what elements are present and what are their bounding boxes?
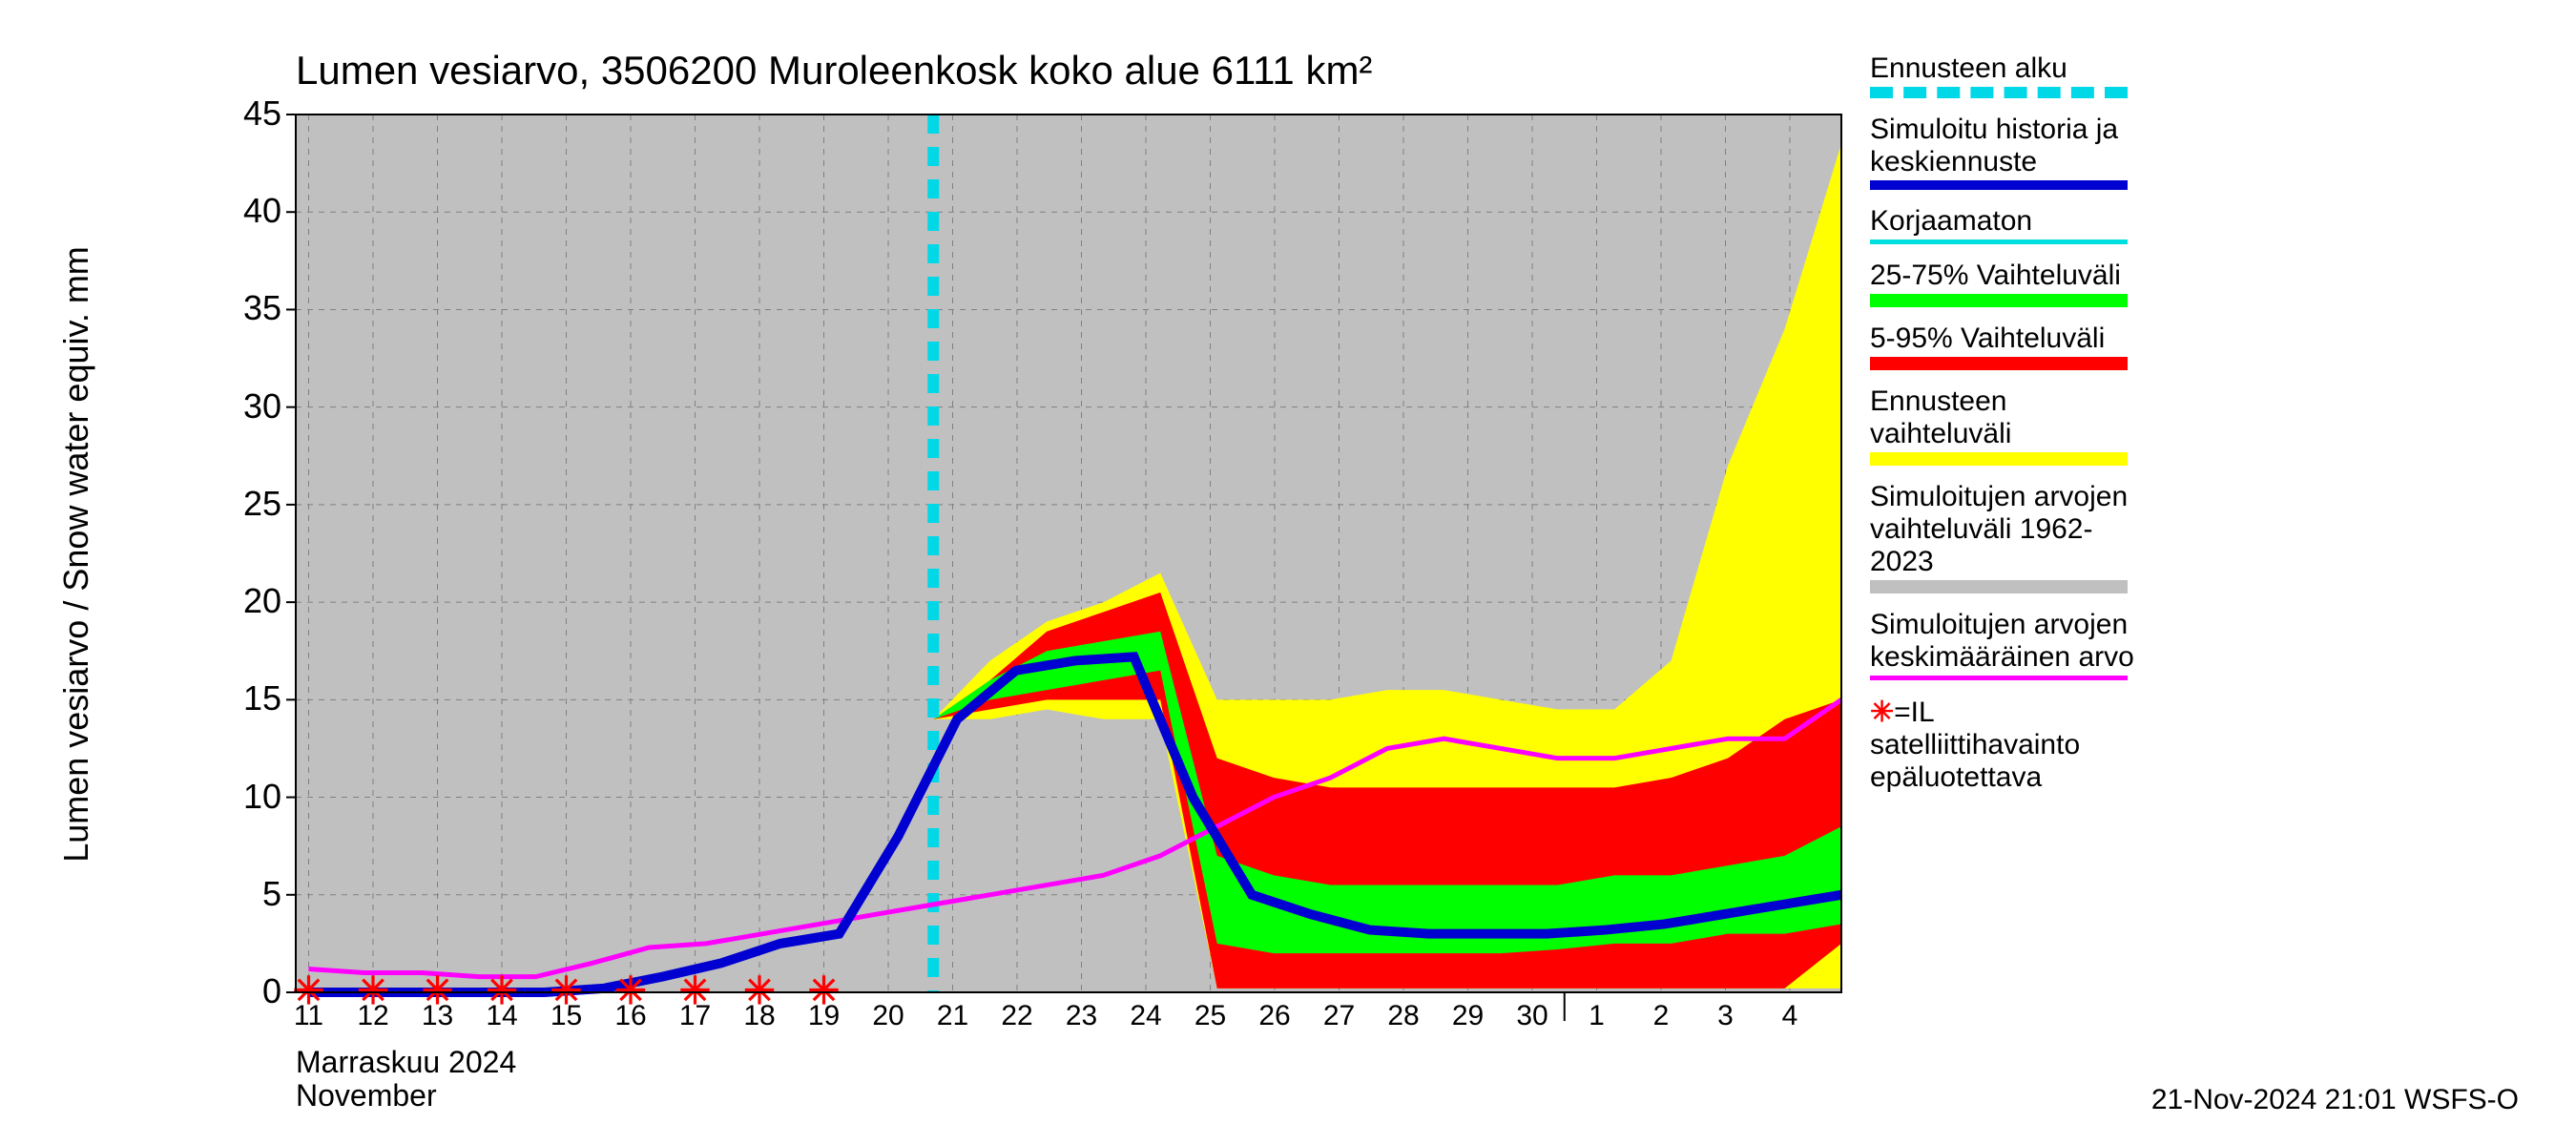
plot-area: ✳✳✳✳✳✳✳✳✳ — [0, 0, 2576, 1145]
legend-label: =IL satelliittihavainto epäluotettava — [1870, 697, 2080, 793]
y-tick-label: 10 — [243, 777, 281, 817]
x-tick-label: 21 — [929, 1000, 977, 1032]
x-tick-label: 23 — [1058, 1000, 1106, 1032]
legend-label: Korjaamaton — [1870, 205, 2137, 238]
chart-container: Lumen vesiarvo / Snow water equiv. mm Lu… — [0, 0, 2576, 1145]
x-tick-label: 4 — [1766, 1000, 1814, 1032]
legend-label: Ennusteen vaihteluväli — [1870, 385, 2137, 450]
y-tick-label: 5 — [262, 874, 281, 914]
y-tick-label: 45 — [243, 94, 281, 134]
x-tick-label: 13 — [414, 1000, 462, 1032]
x-tick-label: 19 — [800, 1000, 848, 1032]
x-tick-label: 12 — [349, 1000, 397, 1032]
x-tick-label: 29 — [1444, 1000, 1492, 1032]
y-tick-label: 30 — [243, 386, 281, 427]
y-tick-label: 20 — [243, 581, 281, 621]
month-label-fi: Marraskuu 2024 — [296, 1045, 516, 1080]
x-tick-label: 28 — [1380, 1000, 1427, 1032]
legend-label: Ennusteen alku — [1870, 52, 2137, 85]
y-tick-label: 25 — [243, 484, 281, 524]
x-tick-label: 25 — [1187, 1000, 1235, 1032]
legend-item: Simuloitujen arvojen vaihteluväli 1962-2… — [1870, 481, 2137, 593]
x-tick-label: 3 — [1702, 1000, 1750, 1032]
legend-item: Korjaamaton — [1870, 205, 2137, 244]
x-tick-label: 18 — [736, 1000, 783, 1032]
legend-item: Simuloitujen arvojen keskimääräinen arvo — [1870, 609, 2137, 680]
x-tick-label: 15 — [543, 1000, 591, 1032]
legend-marker-icon: ✳ — [1870, 697, 1894, 728]
legend-swatch — [1870, 87, 2128, 98]
legend-swatch — [1870, 676, 2128, 680]
legend-item: ✳=IL satelliittihavainto epäluotettava — [1870, 696, 2137, 794]
x-tick-label: 20 — [864, 1000, 912, 1032]
y-tick-label: 15 — [243, 678, 281, 718]
x-tick-label: 27 — [1316, 1000, 1363, 1032]
legend-swatch — [1870, 294, 2128, 307]
legend: Ennusteen alku Simuloitu historia ja kesk… — [1870, 52, 2137, 798]
x-tick-label: 2 — [1637, 1000, 1685, 1032]
y-tick-label: 0 — [262, 971, 281, 1011]
legend-label: Simuloitu historia ja keskiennuste — [1870, 114, 2137, 178]
x-tick-label: 22 — [993, 1000, 1041, 1032]
legend-swatch — [1870, 580, 2128, 593]
x-tick-label: 16 — [607, 1000, 654, 1032]
legend-item: Ennusteen vaihteluväli — [1870, 385, 2137, 466]
legend-swatch — [1870, 239, 2128, 244]
legend-swatch — [1870, 180, 2128, 190]
legend-label: Simuloitujen arvojen keskimääräinen arvo — [1870, 609, 2137, 674]
legend-swatch — [1870, 357, 2128, 370]
x-tick-label: 30 — [1508, 1000, 1556, 1032]
legend-label: Simuloitujen arvojen vaihteluväli 1962-2… — [1870, 481, 2137, 578]
legend-swatch — [1870, 452, 2128, 466]
legend-item: Ennusteen alku — [1870, 52, 2137, 98]
x-tick-label: 24 — [1122, 1000, 1170, 1032]
y-tick-label: 35 — [243, 288, 281, 328]
legend-label: 5-95% Vaihteluväli — [1870, 323, 2137, 355]
x-tick-label: 14 — [478, 1000, 526, 1032]
footer-timestamp: 21-Nov-2024 21:01 WSFS-O — [2151, 1084, 2519, 1116]
legend-item: Simuloitu historia ja keskiennuste — [1870, 114, 2137, 190]
x-tick-label: 11 — [285, 1000, 333, 1032]
y-tick-label: 40 — [243, 191, 281, 231]
legend-label: 25-75% Vaihteluväli — [1870, 260, 2137, 292]
legend-item: 25-75% Vaihteluväli — [1870, 260, 2137, 307]
x-tick-label: 17 — [672, 1000, 719, 1032]
x-tick-label: 26 — [1251, 1000, 1298, 1032]
x-tick-label: 1 — [1573, 1000, 1621, 1032]
month-label-en: November — [296, 1078, 437, 1114]
legend-item: 5-95% Vaihteluväli — [1870, 323, 2137, 370]
